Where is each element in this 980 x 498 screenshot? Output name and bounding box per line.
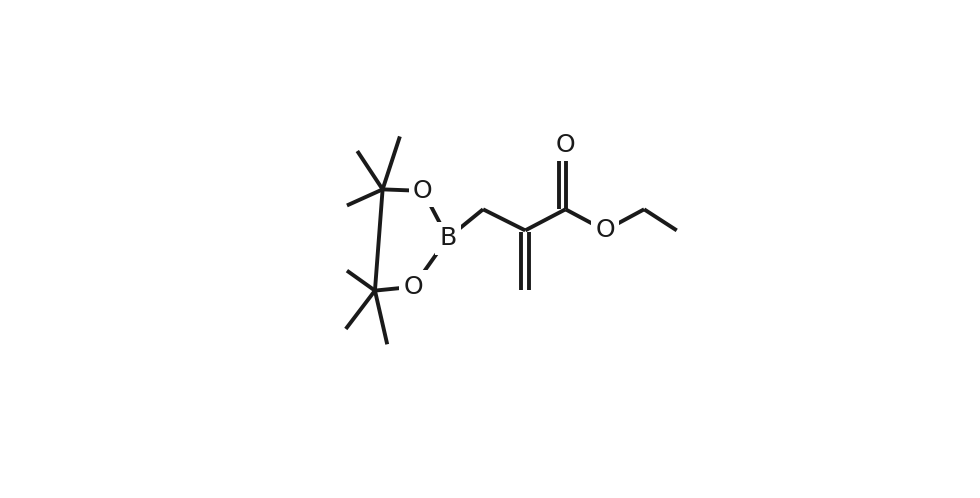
Text: O: O (556, 133, 575, 157)
Text: O: O (404, 275, 423, 299)
Text: B: B (439, 226, 457, 250)
Text: O: O (413, 179, 433, 203)
Text: O: O (595, 219, 614, 243)
